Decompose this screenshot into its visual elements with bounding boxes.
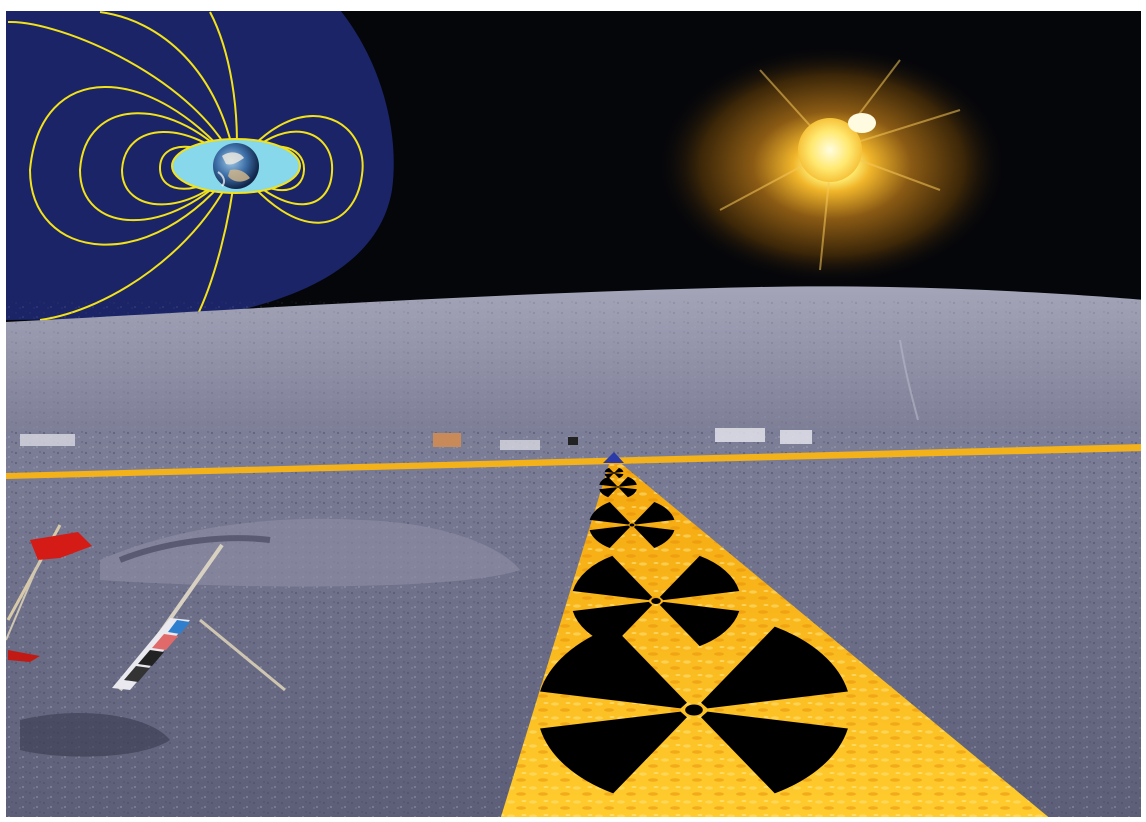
frame-border	[0, 5, 1146, 822]
trefoil-blade	[589, 525, 631, 548]
footprint	[20, 712, 170, 757]
trefoil-center	[629, 523, 635, 527]
trefoil-center	[612, 472, 616, 474]
radiation-trefoil-icon	[589, 502, 675, 548]
earth-icon	[213, 143, 259, 189]
trefoil-blade	[618, 487, 637, 498]
radiation-trefoil-icon	[604, 467, 624, 479]
horizon-beam	[6, 444, 1146, 479]
trefoil-blade	[572, 601, 653, 647]
trefoil-blade	[589, 502, 631, 525]
trefoil-center	[616, 486, 620, 488]
trefoil-blade	[572, 555, 653, 601]
gnomon-scale-bar-icon	[5, 543, 286, 692]
radiation-trefoil-icon	[540, 626, 848, 794]
trefoil-blade	[633, 525, 675, 548]
trefoil-center	[651, 598, 661, 604]
trefoil-blade	[604, 467, 614, 473]
path-apex-marker	[603, 452, 624, 463]
trefoil-center	[685, 704, 703, 716]
sun-icon	[656, 45, 1008, 285]
radiation-trefoils	[540, 467, 848, 794]
radiation-trefoil-icon	[572, 555, 740, 647]
trefoil-blade	[540, 626, 687, 709]
trefoil-blade	[599, 487, 618, 498]
trefoil-blade	[614, 473, 624, 479]
trefoil-blade	[659, 601, 740, 647]
trefoil-blade	[604, 473, 614, 479]
trefoil-blade	[599, 476, 618, 487]
distant-equipment	[20, 428, 812, 450]
trefoil-blade	[540, 711, 687, 794]
trefoil-blade	[618, 476, 637, 487]
magnetosphere-diagram	[6, 10, 394, 321]
trefoil-blade	[701, 626, 848, 709]
trefoil-blade	[701, 711, 848, 794]
radiation-trefoil-icon	[599, 476, 637, 498]
trefoil-blade	[633, 502, 675, 525]
trefoil-blade	[614, 467, 624, 473]
trefoil-blade	[659, 555, 740, 601]
